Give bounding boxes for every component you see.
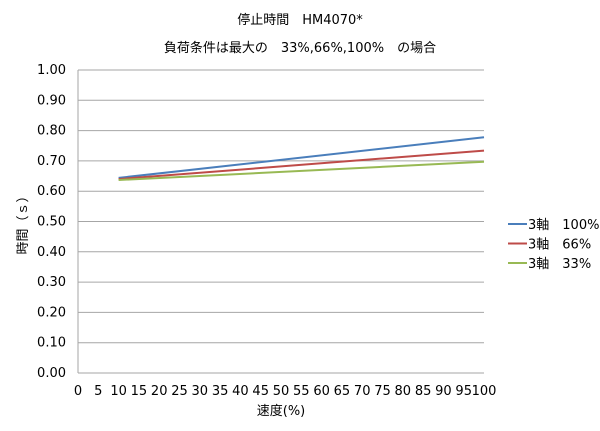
- series-line: [118, 136, 485, 179]
- chart-title: 停止時間 HM4070*: [237, 13, 363, 28]
- x-tick-label: 50: [273, 384, 290, 399]
- x-tick-label: 95: [455, 384, 472, 399]
- x-tick-label: 5: [94, 384, 102, 399]
- y-tick-label: 0.40: [37, 245, 66, 260]
- y-tick-label: 0.10: [37, 336, 66, 351]
- y-tick-label: 0.70: [37, 154, 66, 169]
- legend-label: 3軸 33%: [528, 257, 591, 272]
- x-tick-label: 10: [110, 384, 127, 399]
- x-tick-label: 85: [415, 384, 432, 399]
- y-axis-label: 時間（ｓ）: [16, 189, 31, 254]
- y-tick-label: 0.60: [37, 184, 66, 199]
- x-tick-label: 0: [74, 384, 82, 399]
- y-tick-label: 1.00: [37, 63, 66, 78]
- y-tick-label: 0.30: [37, 275, 66, 290]
- y-tick-label: 0.80: [37, 124, 66, 139]
- legend-label: 3軸 66%: [528, 238, 591, 253]
- y-tick-label: 0.00: [37, 366, 66, 381]
- x-tick-label: 90: [435, 384, 452, 399]
- x-tick-label: 65: [334, 384, 351, 399]
- x-tick-label: 20: [151, 384, 168, 399]
- y-tick-label: 0.90: [37, 93, 66, 108]
- series-line: [118, 149, 485, 181]
- y-tick-label: 0.20: [37, 305, 66, 320]
- x-tick-label: 55: [293, 384, 310, 399]
- x-tick-label: 80: [395, 384, 412, 399]
- chart-subtitle: 負荷条件は最大の 33%,66%,100% の場合: [163, 41, 437, 56]
- series-line: [118, 160, 485, 181]
- x-tick-label: 45: [252, 384, 269, 399]
- x-tick-label: 70: [354, 384, 371, 399]
- x-tick-label: 40: [232, 384, 249, 399]
- x-tick-label: 75: [374, 384, 391, 399]
- x-tick-label: 25: [171, 384, 188, 399]
- x-tick-label: 30: [192, 384, 209, 399]
- x-axis-label: 速度(%): [257, 403, 306, 419]
- x-tick-label: 100: [472, 384, 497, 399]
- x-tick-label: 60: [313, 384, 330, 399]
- x-tick-label: 15: [131, 384, 148, 399]
- y-tick-label: 0.50: [37, 215, 66, 230]
- x-tick-label: 35: [212, 384, 229, 399]
- legend-label: 3軸 100%: [528, 218, 599, 233]
